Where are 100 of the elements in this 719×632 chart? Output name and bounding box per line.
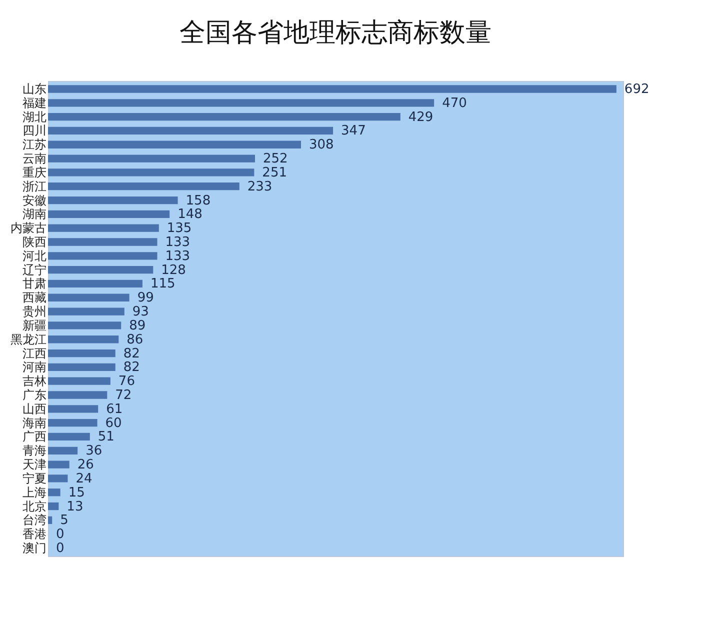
- bar: [48, 391, 108, 399]
- data-label: 692: [624, 82, 650, 97]
- bar: [48, 516, 52, 524]
- bar: [48, 154, 255, 162]
- data-label: 148: [178, 207, 202, 222]
- bar: [48, 308, 124, 316]
- data-label: 51: [98, 430, 114, 445]
- y-tick-label: 福建: [22, 96, 46, 110]
- bar: [48, 294, 130, 302]
- data-label: 5: [60, 513, 68, 528]
- bar: [48, 349, 116, 358]
- y-tick-label: 山西: [22, 402, 46, 416]
- bar: [48, 405, 98, 413]
- data-label: 82: [123, 346, 140, 362]
- data-label: 470: [442, 96, 467, 111]
- bar: [48, 85, 616, 93]
- data-label: 135: [166, 221, 192, 236]
- data-label: 15: [68, 485, 85, 500]
- data-label: 429: [408, 110, 434, 125]
- bar: [48, 224, 159, 232]
- data-label: 24: [76, 471, 92, 486]
- bar: [48, 266, 154, 274]
- data-label: 76: [118, 374, 135, 390]
- y-tick-label: 吉林: [22, 374, 46, 388]
- bar: [48, 182, 240, 190]
- data-label: 308: [309, 138, 334, 153]
- data-label: 233: [247, 179, 272, 194]
- bar: [48, 252, 158, 260]
- bar: [48, 196, 178, 204]
- y-tick-label: 山东: [22, 82, 46, 96]
- y-tick-label: 河北: [22, 248, 46, 263]
- data-label: 347: [341, 124, 366, 139]
- bar: [48, 112, 400, 121]
- data-label: 0: [56, 527, 64, 542]
- bar: [48, 140, 301, 148]
- y-tick-label: 广东: [22, 388, 46, 402]
- y-tick-label: 江西: [22, 346, 46, 360]
- data-label: 158: [186, 193, 211, 208]
- y-tick-label: 辽宁: [22, 262, 46, 277]
- bar: [48, 488, 60, 496]
- y-tick-label: 宁夏: [22, 471, 46, 486]
- data-label: 89: [129, 318, 146, 334]
- bar: [48, 280, 142, 288]
- y-tick-label: 黑龙江: [10, 332, 46, 346]
- y-tick-label: 北京: [22, 499, 46, 514]
- chart-title: 全国各省地理标志商标数量: [180, 18, 492, 48]
- bar: [48, 99, 434, 107]
- data-label: 115: [150, 276, 176, 292]
- bar: [48, 474, 68, 482]
- data-label: 133: [165, 248, 190, 264]
- data-label: 61: [106, 402, 123, 417]
- bar: [48, 210, 170, 218]
- y-tick-label: 海南: [22, 416, 46, 430]
- bar: [48, 418, 98, 427]
- bar: [48, 446, 78, 454]
- y-tick-label: 内蒙古: [10, 221, 46, 236]
- bar: [48, 363, 116, 372]
- y-tick-label: 台湾: [22, 513, 46, 528]
- data-label: 252: [263, 152, 288, 167]
- data-label: 133: [165, 235, 190, 250]
- data-label: 60: [105, 416, 122, 431]
- y-tick-label: 甘肃: [22, 276, 46, 291]
- y-tick-label: 新疆: [22, 318, 46, 332]
- y-tick-label: 广西: [22, 430, 46, 444]
- y-tick-label: 上海: [22, 485, 46, 500]
- data-label: 82: [123, 360, 140, 376]
- y-tick-label: 重庆: [22, 165, 46, 180]
- data-label: 99: [137, 290, 154, 306]
- data-label: 128: [161, 262, 186, 278]
- y-tick-label: 湖北: [22, 110, 46, 124]
- y-tick-label: 湖南: [22, 207, 46, 222]
- y-tick-label: 浙江: [22, 179, 46, 194]
- data-label: 0: [56, 541, 64, 556]
- y-tick-label: 青海: [22, 444, 46, 458]
- y-tick-label: 陕西: [22, 235, 46, 249]
- bar: [48, 322, 122, 330]
- y-tick-label: 天津: [22, 458, 46, 472]
- bar: [48, 432, 90, 441]
- bar: [48, 168, 254, 176]
- bar: [48, 502, 59, 510]
- bar: [48, 238, 158, 246]
- data-label: 251: [262, 165, 288, 180]
- data-label: 93: [132, 304, 149, 320]
- data-label: 13: [66, 499, 84, 514]
- y-tick-label: 江苏: [22, 138, 46, 152]
- y-tick-label: 贵州: [22, 304, 46, 319]
- bar: [48, 377, 110, 385]
- y-tick-label: 云南: [22, 152, 46, 166]
- y-tick-label: 四川: [22, 124, 46, 138]
- bar: [48, 336, 119, 344]
- y-tick-label: 香港: [22, 527, 46, 542]
- y-tick-label: 河南: [22, 360, 46, 374]
- y-tick-label: 安徽: [22, 193, 46, 208]
- y-tick-label: 澳门: [22, 541, 46, 555]
- data-label: 26: [77, 458, 94, 473]
- bar: [48, 460, 70, 468]
- data-label: 36: [86, 444, 102, 459]
- data-label: 72: [115, 388, 132, 403]
- data-label: 86: [126, 332, 144, 348]
- y-tick-label: 西藏: [22, 290, 46, 305]
